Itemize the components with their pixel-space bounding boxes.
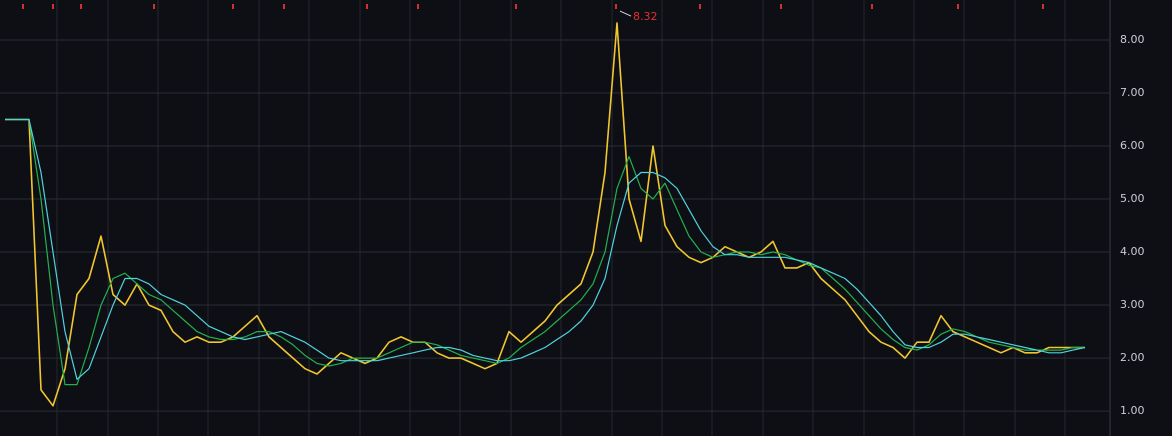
y-tick-label: 6.00	[1120, 139, 1145, 152]
y-tick-label: 5.00	[1120, 192, 1145, 205]
series-line	[5, 118, 1086, 380]
y-tick-label: 1.00	[1120, 404, 1145, 417]
y-tick-label: 3.00	[1120, 298, 1145, 311]
series-line	[5, 22, 1085, 407]
top-markers	[22, 4, 1044, 9]
y-tick-label: 8.00	[1120, 33, 1145, 46]
vertical-grid	[56, 0, 1111, 436]
y-tick-label: 7.00	[1120, 86, 1145, 99]
annotation-label: 8.32	[633, 10, 658, 23]
y-tick-label: 4.00	[1120, 245, 1145, 258]
annotation-arrow	[619, 10, 632, 17]
series-line	[5, 118, 1085, 386]
y-tick-label: 2.00	[1120, 351, 1145, 364]
